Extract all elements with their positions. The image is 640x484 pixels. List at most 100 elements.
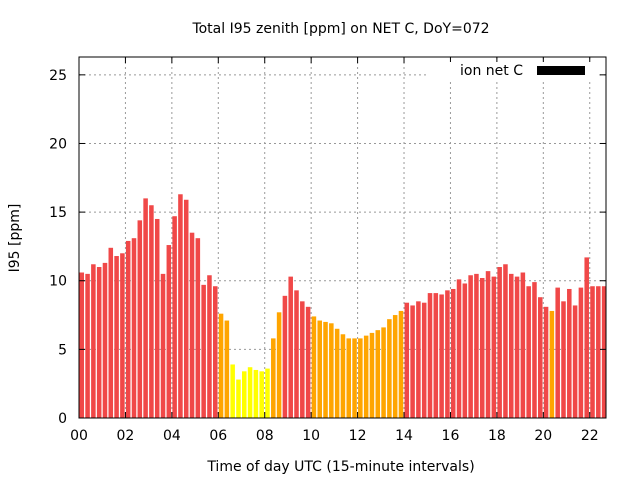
plot-frame [78, 56, 607, 419]
bar [450, 288, 456, 418]
bar [532, 282, 537, 418]
bar [363, 335, 369, 418]
bar [114, 256, 119, 418]
x-tick-label: 08 [256, 428, 274, 444]
y-tick-label: 0 [58, 411, 67, 427]
bar [410, 305, 415, 418]
y-tick-label: 20 [49, 136, 67, 152]
bar [398, 310, 404, 418]
bar [572, 305, 578, 418]
bar [381, 327, 386, 418]
bar [218, 313, 224, 418]
bar [392, 315, 398, 418]
x-tick-label: 22 [581, 428, 599, 444]
bar [253, 369, 259, 418]
bar [456, 279, 462, 418]
bar [427, 293, 433, 418]
bar [265, 368, 270, 418]
bar [259, 371, 264, 418]
y-axis-label: I95 [ppm] [7, 204, 23, 273]
bar [468, 275, 473, 418]
x-tick-label: 02 [117, 428, 135, 444]
bar [189, 232, 195, 418]
bar [300, 301, 305, 418]
bar [247, 367, 253, 418]
bar [160, 273, 166, 418]
bar [340, 334, 346, 418]
bar [555, 287, 560, 418]
bar [590, 286, 595, 418]
x-tick-label: 18 [488, 428, 506, 444]
bar [596, 286, 601, 418]
bar [503, 264, 508, 418]
legend-swatch [537, 66, 585, 75]
bar [236, 379, 241, 418]
bar [578, 287, 584, 418]
bar [439, 294, 444, 418]
bar [317, 320, 322, 418]
bar [305, 306, 311, 418]
bar [102, 262, 108, 418]
y-tick-label: 5 [58, 342, 67, 358]
x-tick-label: 04 [163, 428, 181, 444]
bar [276, 312, 282, 418]
bar [543, 306, 549, 418]
bar [230, 364, 235, 418]
bar [334, 328, 340, 418]
y-tick-label: 25 [49, 68, 67, 84]
bar [85, 273, 90, 418]
bar [491, 276, 497, 418]
bar [282, 295, 288, 418]
bar [567, 288, 572, 418]
bar [462, 283, 468, 418]
bar [445, 290, 450, 418]
bar [508, 273, 514, 418]
bar [497, 267, 502, 418]
bar [485, 271, 491, 418]
bar [131, 238, 137, 418]
bar [149, 205, 154, 418]
bar [561, 301, 566, 418]
bar [294, 290, 299, 418]
bar [178, 194, 183, 418]
bar [514, 276, 520, 418]
bar [183, 199, 189, 418]
bar [369, 332, 375, 418]
x-tick-label: 10 [302, 428, 320, 444]
bar [329, 323, 334, 418]
bar [172, 216, 177, 418]
bar [520, 272, 526, 418]
legend: ion net C [428, 62, 596, 80]
bar [120, 253, 125, 418]
bar [375, 330, 381, 418]
bar [195, 238, 201, 418]
x-tick-label: 12 [349, 428, 367, 444]
bar [143, 198, 148, 418]
bar [387, 319, 392, 418]
bar [358, 338, 363, 418]
bar [125, 240, 131, 418]
x-axis-label: Time of day UTC (15-minute intervals) [206, 459, 474, 475]
bar [224, 320, 230, 418]
chart-title: Total I95 zenith [ppm] on NET C, DoY=072 [191, 21, 489, 37]
ticks: 00 02 04 06 08 10 12 14 16 18 20 22 0 5 10 15 20 25 [49, 57, 606, 444]
bar [404, 302, 410, 418]
bar [433, 293, 439, 418]
bar [242, 371, 247, 418]
grid-lines [79, 57, 606, 418]
bar [288, 276, 293, 418]
bar [311, 316, 317, 418]
bar [538, 297, 543, 418]
bar [352, 338, 357, 418]
bar [346, 338, 352, 418]
bar [474, 273, 479, 418]
bar [207, 275, 212, 418]
bar [201, 284, 206, 418]
x-tick-label: 16 [442, 428, 460, 444]
bar [154, 218, 160, 418]
x-tick-label: 20 [534, 428, 552, 444]
bar [601, 286, 606, 418]
bar [421, 302, 427, 418]
bar [323, 321, 328, 418]
